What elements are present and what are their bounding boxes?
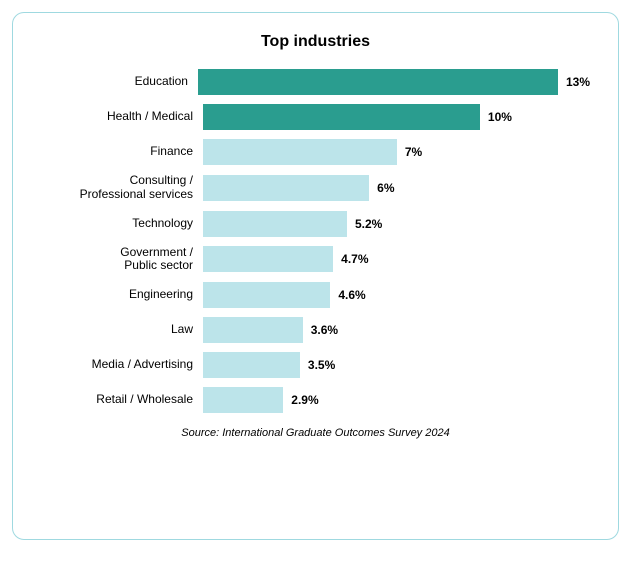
- category-label: Government /Public sector: [41, 246, 203, 274]
- value-label: 4.7%: [341, 252, 368, 266]
- bar-chart: Education 13% Health / Medical 10% Finance 7%…: [41, 69, 590, 413]
- bar-wrap: 3.6%: [203, 317, 590, 343]
- value-label: 10%: [488, 110, 512, 124]
- value-label: 4.6%: [338, 288, 365, 302]
- bar: [203, 352, 300, 378]
- bar: [203, 211, 347, 237]
- category-label: Media / Advertising: [41, 358, 203, 372]
- category-label: Engineering: [41, 288, 203, 302]
- chart-card: Top industries Education 13% Health / Medi…: [12, 12, 619, 540]
- value-label: 7%: [405, 145, 422, 159]
- bar-wrap: 4.6%: [203, 282, 590, 308]
- bar: [203, 282, 330, 308]
- category-label: Retail / Wholesale: [41, 393, 203, 407]
- category-label: Law: [41, 323, 203, 337]
- category-label: Technology: [41, 217, 203, 231]
- value-label: 3.5%: [308, 358, 335, 372]
- bar: [203, 104, 480, 130]
- category-label: Health / Medical: [41, 110, 203, 124]
- bar-row: Technology 5.2%: [41, 211, 590, 237]
- category-label: Education: [41, 75, 198, 89]
- bar-wrap: 13%: [198, 69, 590, 95]
- bar-row: Consulting /Professional services 6%: [41, 174, 590, 202]
- bar: [198, 69, 558, 95]
- value-label: 13%: [566, 75, 590, 89]
- bar: [203, 175, 369, 201]
- chart-title: Top industries: [41, 33, 590, 51]
- bar-wrap: 7%: [203, 139, 590, 165]
- value-label: 6%: [377, 181, 394, 195]
- bar: [203, 139, 397, 165]
- source-text: Source: International Graduate Outcomes …: [41, 427, 590, 439]
- bar-wrap: 10%: [203, 104, 590, 130]
- value-label: 5.2%: [355, 217, 382, 231]
- bar-row: Health / Medical 10%: [41, 104, 590, 130]
- bar-wrap: 4.7%: [203, 246, 590, 272]
- bar-row: Retail / Wholesale 2.9%: [41, 387, 590, 413]
- value-label: 3.6%: [311, 323, 338, 337]
- bar-wrap: 2.9%: [203, 387, 590, 413]
- bar-row: Government /Public sector 4.7%: [41, 246, 590, 274]
- bar-wrap: 6%: [203, 175, 590, 201]
- bar-row: Media / Advertising 3.5%: [41, 352, 590, 378]
- value-label: 2.9%: [291, 393, 318, 407]
- category-label: Consulting /Professional services: [41, 174, 203, 202]
- bar-row: Education 13%: [41, 69, 590, 95]
- bar: [203, 317, 303, 343]
- bar: [203, 387, 283, 413]
- bar-row: Finance 7%: [41, 139, 590, 165]
- bar-row: Engineering 4.6%: [41, 282, 590, 308]
- bar-wrap: 3.5%: [203, 352, 590, 378]
- bar: [203, 246, 333, 272]
- category-label: Finance: [41, 145, 203, 159]
- bar-row: Law 3.6%: [41, 317, 590, 343]
- bar-wrap: 5.2%: [203, 211, 590, 237]
